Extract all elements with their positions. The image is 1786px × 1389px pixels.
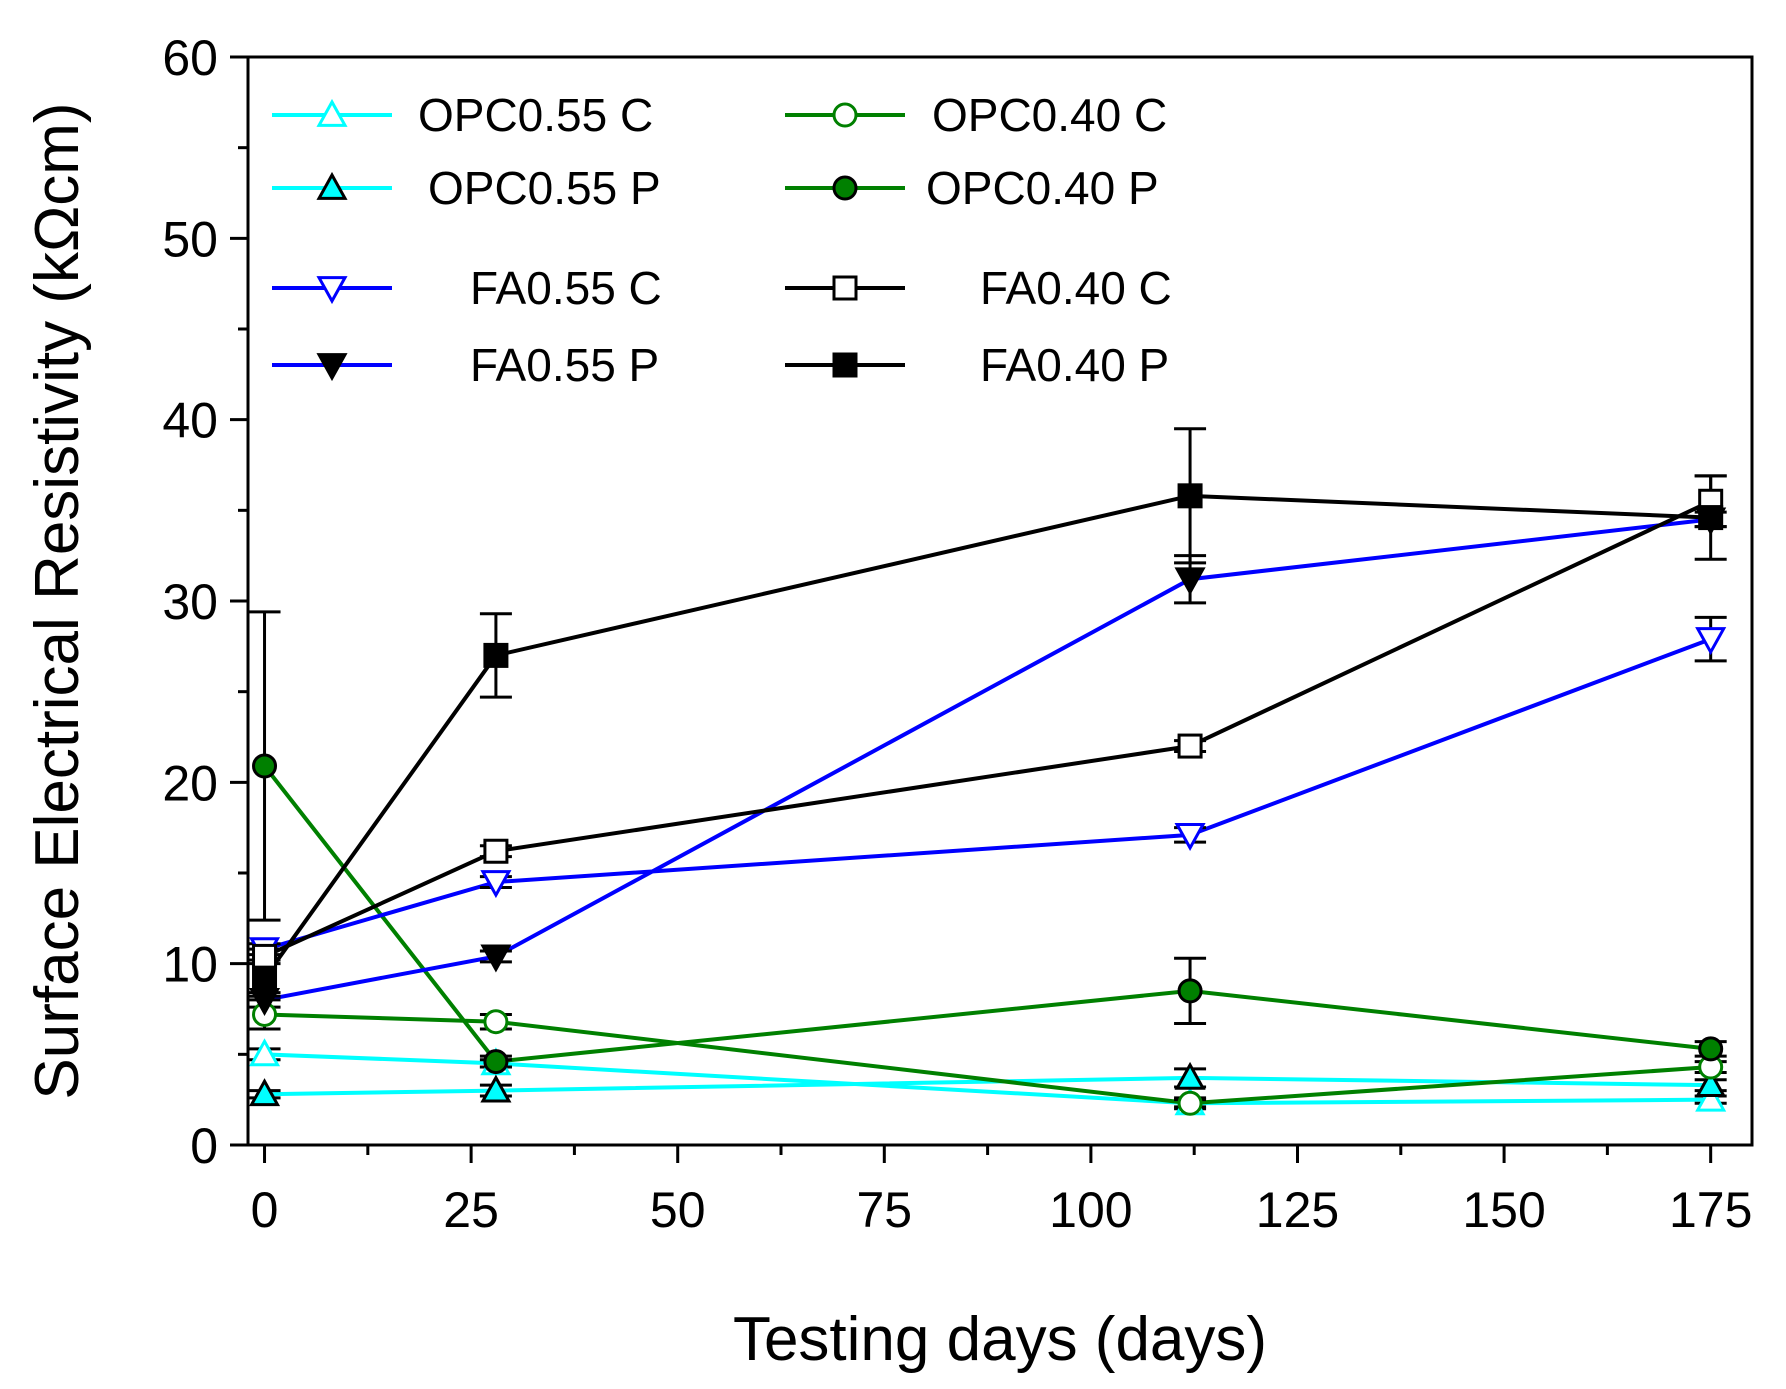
point-fa0-40-p-1 <box>483 642 509 668</box>
legend-entry-fa0-55-p: FA0.55 P <box>272 339 659 391</box>
point-fa0-55-c-2 <box>1174 823 1206 852</box>
point-fa0-40-p-3 <box>1698 505 1724 531</box>
legend-entry-opc0-55-c: OPC0.55 C <box>272 89 653 141</box>
legend-label-opc0-55-c: OPC0.55 C <box>418 89 653 141</box>
legend: OPC0.55 C OPC0.55 P FA0.55 C FA0.55 P OPC0.4… <box>272 89 1172 391</box>
point-opc0-55-c-3 <box>1695 1083 1727 1112</box>
point-opc0-40-c-1 <box>483 1009 509 1035</box>
x-tick-label-50: 50 <box>650 1182 706 1238</box>
legend-marker-fa0-55-p <box>316 353 348 382</box>
y-tick-label-50: 50 <box>162 211 218 267</box>
legend-label-fa0-40-c: FA0.40 C <box>980 262 1172 314</box>
point-opc0-55-c-0 <box>248 1038 281 1067</box>
legend-label-fa0-55-p: FA0.55 P <box>470 339 659 391</box>
legend-entry-fa0-55-c: FA0.55 C <box>272 262 662 314</box>
point-fa0-55-p-1 <box>480 944 512 973</box>
series-lines <box>262 493 1712 1106</box>
legend-marker-opc0-55-p <box>316 171 348 200</box>
plot-frame <box>246 55 1754 1147</box>
y-axis-title: Surface Electrical Resistivity (kΩcm) <box>23 102 92 1099</box>
point-fa0-55-c-3 <box>1695 627 1727 656</box>
point-opc0-40-p-2 <box>1177 978 1203 1004</box>
point-fa0-55-c-1 <box>480 870 512 899</box>
point-opc0-40-p-3 <box>1698 1036 1724 1062</box>
series-line-opc0-55-p <box>264 1075 1711 1097</box>
point-opc0-40-p-0 <box>252 753 278 779</box>
y-tick-label-40: 40 <box>162 393 218 449</box>
legend-entry-opc0-40-c: OPC0.40 C <box>785 89 1167 141</box>
x-tick-label-0: 0 <box>251 1182 279 1238</box>
series-markers <box>248 483 1727 1116</box>
legend-label-opc0-40-p: OPC0.40 P <box>926 162 1159 214</box>
series-line-opc0-40-c <box>264 1012 1711 1106</box>
x-axis-title: Testing days (days) <box>733 1305 1267 1374</box>
x-tick-label-25: 25 <box>443 1182 499 1238</box>
legend-label-fa0-55-c: FA0.55 C <box>470 262 662 314</box>
point-fa0-40-p-2 <box>1177 483 1203 509</box>
legend-entry-fa0-40-c: FA0.40 C <box>785 262 1172 314</box>
legend-entry-fa0-40-p: FA0.40 P <box>785 339 1169 391</box>
axes: 0 25 50 75 100 125 150 175 0 10 20 30 40 50 60 <box>162 30 1754 1238</box>
legend-marker-opc0-40-c <box>832 102 858 128</box>
legend-label-opc0-40-c: OPC0.40 C <box>932 89 1167 141</box>
series-line-fa0-55-c <box>263 637 1712 952</box>
legend-marker-fa0-40-c <box>832 275 858 301</box>
series-line-fa0-40-p <box>262 493 1711 980</box>
legend-marker-opc0-55-c <box>316 98 348 127</box>
legend-entry-opc0-40-p: OPC0.40 P <box>785 162 1159 214</box>
y-tick-label-10: 10 <box>162 937 218 993</box>
y-tick-label-60: 60 <box>162 30 218 86</box>
x-tick-label-100: 100 <box>1049 1182 1132 1238</box>
point-opc0-55-p-1 <box>480 1074 512 1103</box>
legend-marker-fa0-40-p <box>832 352 858 378</box>
point-fa0-55-p-2 <box>1174 567 1206 596</box>
x-tick-label-75: 75 <box>856 1182 912 1238</box>
x-tick-label-125: 125 <box>1256 1182 1339 1238</box>
point-opc0-40-p-1 <box>483 1049 509 1075</box>
x-tick-label-150: 150 <box>1462 1182 1545 1238</box>
legend-marker-fa0-55-c <box>316 276 348 305</box>
series-line-fa0-40-c <box>263 499 1712 959</box>
y-tick-label-30: 30 <box>162 574 218 630</box>
point-opc0-55-p-2 <box>1174 1061 1206 1090</box>
legend-entry-opc0-55-p: OPC0.55 P <box>272 162 661 214</box>
point-fa0-40-c-1 <box>483 838 509 864</box>
error-bars <box>248 427 1727 1111</box>
x-tick-label-175: 175 <box>1669 1182 1752 1238</box>
legend-label-fa0-40-p: FA0.40 P <box>980 339 1169 391</box>
point-opc0-55-p-3 <box>1695 1069 1727 1098</box>
point-fa0-40-c-2 <box>1177 733 1203 759</box>
y-tick-label-0: 0 <box>190 1118 218 1174</box>
point-opc0-40-c-2 <box>1177 1090 1203 1116</box>
legend-label-opc0-55-p: OPC0.55 P <box>428 162 661 214</box>
point-fa0-40-p-0 <box>252 965 278 991</box>
point-opc0-55-p-0 <box>248 1078 281 1107</box>
y-tick-label-20: 20 <box>162 755 218 811</box>
series-line-opc0-40-p <box>262 764 1711 1064</box>
legend-marker-opc0-40-p <box>832 175 858 201</box>
series-line-fa0-55-p <box>264 517 1711 1002</box>
point-fa0-40-c-0 <box>252 943 278 969</box>
